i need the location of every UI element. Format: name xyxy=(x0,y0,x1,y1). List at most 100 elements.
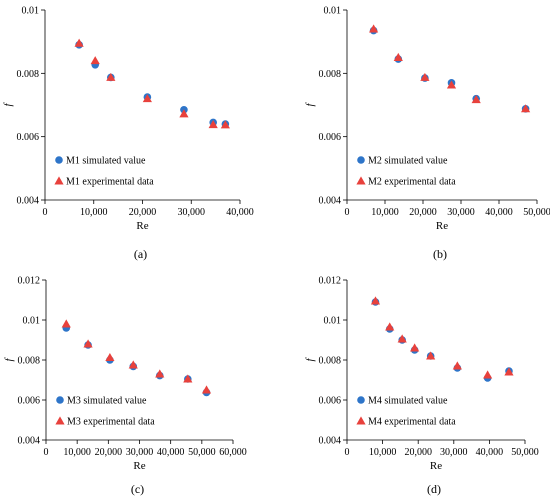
experimental-point xyxy=(105,353,115,362)
y-tick-label: 0.01 xyxy=(23,316,41,327)
experimental-point xyxy=(128,360,138,369)
experimental-point xyxy=(521,104,531,113)
experimental-point xyxy=(179,109,189,118)
legend-label-experimental: M3 experimental data xyxy=(67,417,155,428)
y-tick-label: 0.006 xyxy=(319,132,342,143)
experimental-point xyxy=(397,334,407,343)
experimental-point xyxy=(504,367,514,376)
legend-marker-experimental xyxy=(55,416,65,425)
y-tick-label: 0.008 xyxy=(17,69,40,80)
chart-panel: 0.004 0.006 0.008 0.01 0 10,000 20,000 30,000 40… xyxy=(2,6,254,262)
panel-caption: (d) xyxy=(427,482,441,496)
experimental-point xyxy=(393,52,403,61)
legend-marker-experimental xyxy=(356,176,366,185)
x-tick-label: 20,000 xyxy=(409,207,437,218)
legend-marker-simulated xyxy=(357,156,365,164)
legend-label-simulated: M1 simulated value xyxy=(66,156,146,167)
x-tick-label: 10,000 xyxy=(80,207,108,218)
experimental-point xyxy=(220,120,230,129)
y-tick-label: 0.006 xyxy=(18,396,41,407)
legend: M3 simulated value M3 experimental data xyxy=(55,396,155,428)
x-tick-label: 0 xyxy=(345,447,350,458)
y-tick-label: 0.004 xyxy=(17,196,40,207)
experimental-point xyxy=(208,120,218,129)
x-tick-label: 30,000 xyxy=(126,447,154,458)
experimental-point xyxy=(201,385,212,394)
x-tick-label: 10,000 xyxy=(369,447,397,458)
y-axis-label: f xyxy=(304,357,316,362)
x-tick-label: 0 xyxy=(43,207,48,218)
y-tick-label: 0.004 xyxy=(319,436,342,447)
x-axis-label: Re xyxy=(136,220,148,232)
experimental-point xyxy=(369,24,379,33)
experimental-point xyxy=(385,322,395,331)
experimental-point xyxy=(483,370,493,379)
y-tick-label: 0.006 xyxy=(319,396,342,407)
legend: M4 simulated value M4 experimental data xyxy=(356,396,456,428)
x-tick-label: 40,000 xyxy=(485,207,513,218)
panel-caption: (c) xyxy=(131,482,144,496)
experimental-point xyxy=(446,80,457,89)
y-tick-label: 0.004 xyxy=(319,196,342,207)
x-tick-label: 0 xyxy=(345,207,350,218)
x-axis-label: Re xyxy=(430,460,442,472)
y-tick-label: 0.008 xyxy=(18,356,41,367)
x-tick-label: 50,000 xyxy=(523,207,550,218)
x-tick-label: 10,000 xyxy=(371,207,399,218)
x-tick-label: 60,000 xyxy=(219,447,247,458)
experimental-point xyxy=(74,38,84,47)
experimental-point xyxy=(410,343,420,352)
x-tick-label: 30,000 xyxy=(178,207,206,218)
y-tick-label: 0.006 xyxy=(17,132,40,143)
x-tick-label: 50,000 xyxy=(511,447,539,458)
y-axis-label: f xyxy=(304,102,316,107)
experimental-point xyxy=(90,56,100,65)
experimental-point xyxy=(106,72,116,81)
legend-marker-experimental xyxy=(54,176,64,185)
y-tick-label: 0.012 xyxy=(18,276,41,287)
legend-marker-experimental xyxy=(356,416,366,425)
x-tick-label: 0 xyxy=(44,447,49,458)
x-tick-label: 20,000 xyxy=(404,447,432,458)
experimental-point xyxy=(471,95,481,104)
legend: M1 simulated value M1 experimental data xyxy=(54,156,154,188)
x-tick-label: 50,000 xyxy=(188,447,216,458)
legend-marker-simulated xyxy=(55,156,63,164)
legend: M2 simulated value M2 experimental data xyxy=(356,156,456,188)
legend-label-simulated: M4 simulated value xyxy=(368,396,448,407)
x-axis-label: Re xyxy=(133,460,145,472)
legend-marker-simulated xyxy=(56,396,64,404)
y-tick-label: 0.008 xyxy=(319,356,342,367)
y-tick-label: 0.004 xyxy=(18,436,41,447)
x-tick-label: 10,000 xyxy=(63,447,91,458)
experimental-point xyxy=(426,351,436,360)
x-axis-label: Re xyxy=(436,220,448,232)
legend-label-experimental: M2 experimental data xyxy=(368,177,456,188)
panel-caption: (b) xyxy=(433,247,447,261)
x-tick-label: 40,000 xyxy=(476,447,504,458)
y-tick-label: 0.01 xyxy=(324,316,342,327)
x-tick-label: 30,000 xyxy=(447,207,475,218)
legend-label-simulated: M3 simulated value xyxy=(67,396,147,407)
chart-panel: 0.004 0.006 0.008 0.01 0.012 0 10,000 20,000 30,… xyxy=(3,276,247,497)
y-axis-label: f xyxy=(3,357,15,362)
experimental-point xyxy=(83,339,93,348)
x-tick-label: 20,000 xyxy=(129,207,157,218)
panel-caption: (a) xyxy=(134,247,147,261)
x-tick-label: 40,000 xyxy=(226,207,254,218)
experimental-point xyxy=(183,374,193,383)
experimental-point xyxy=(420,72,430,81)
legend-label-simulated: M2 simulated value xyxy=(368,156,448,167)
x-tick-label: 40,000 xyxy=(157,447,185,458)
experimental-point xyxy=(155,369,165,378)
x-tick-label: 20,000 xyxy=(95,447,123,458)
chart-panel: 0.004 0.006 0.008 0.01 0 10,000 20,000 30,000 40… xyxy=(304,6,550,262)
experimental-point xyxy=(370,296,381,305)
legend-marker-simulated xyxy=(357,396,365,404)
legend-label-experimental: M4 experimental data xyxy=(368,417,456,428)
experimental-point xyxy=(142,94,152,103)
y-axis-label: f xyxy=(2,102,14,107)
legend-label-experimental: M1 experimental data xyxy=(66,177,154,188)
